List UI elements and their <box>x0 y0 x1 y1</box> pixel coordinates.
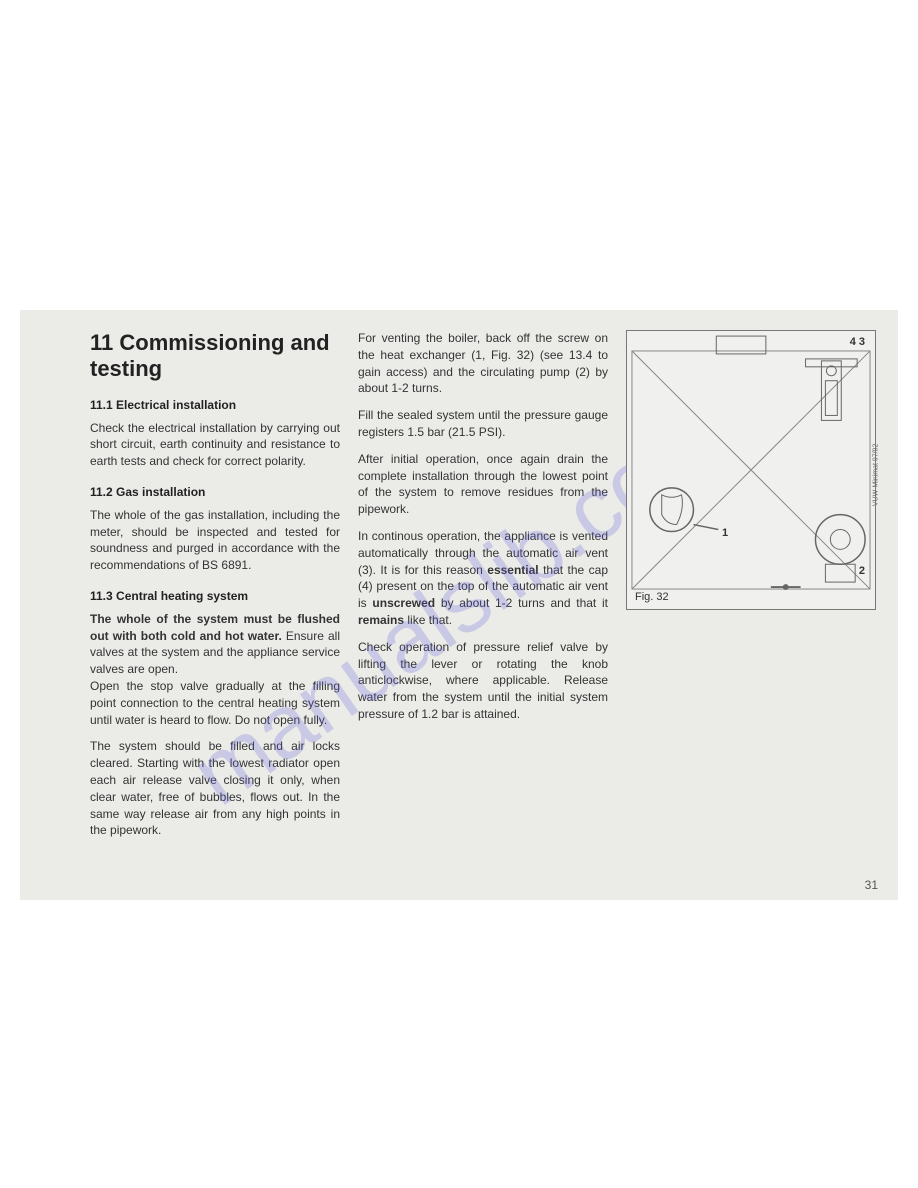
boiler-diagram-icon <box>627 331 875 609</box>
figure-label-1: 1 <box>722 526 728 541</box>
bold-text: unscrewed <box>372 596 435 610</box>
column-3: 4 3 1 2 Fig. 32 VUW-Minimat 97/92 <box>626 330 876 849</box>
section-heading-electrical: 11.1 Electrical installation <box>90 397 340 414</box>
document-page: manualslib.com 11 Commissioning and test… <box>20 310 898 900</box>
figure-label-2: 2 <box>859 564 865 579</box>
column-1: 11 Commissioning and testing 11.1 Electr… <box>90 330 340 849</box>
paragraph: After initial operation, once again drai… <box>358 451 608 518</box>
paragraph: Open the stop valve gradually at the fil… <box>90 678 340 728</box>
bold-text: essential <box>487 563 538 577</box>
page-number: 31 <box>865 878 878 892</box>
section-heading-gas: 11.2 Gas installation <box>90 484 340 501</box>
paragraph: The system should be filled and air lock… <box>90 738 340 839</box>
paragraph: For venting the boiler, back off the scr… <box>358 330 608 397</box>
content-columns: 11 Commissioning and testing 11.1 Electr… <box>90 330 883 849</box>
figure-32: 4 3 1 2 Fig. 32 VUW-Minimat 97/92 <box>626 330 876 610</box>
paragraph: Fill the sealed system until the pressur… <box>358 407 608 441</box>
paragraph: Check operation of pressure relief valve… <box>358 639 608 723</box>
figure-label-4-3: 4 3 <box>850 335 865 350</box>
bold-text: remains <box>358 613 404 627</box>
paragraph: Check the electrical installation by car… <box>90 420 340 470</box>
figure-caption: Fig. 32 <box>635 590 669 605</box>
text: like that. <box>404 613 452 627</box>
paragraph: The whole of the system must be flushed … <box>90 611 340 678</box>
column-2: For venting the boiler, back off the scr… <box>358 330 608 849</box>
main-heading: 11 Commissioning and testing <box>90 330 340 383</box>
paragraph: In continous operation, the appliance is… <box>358 528 608 629</box>
figure-side-text: VUW-Minimat 97/92 <box>872 444 882 507</box>
paragraph: The whole of the gas installation, inclu… <box>90 507 340 574</box>
section-heading-heating: 11.3 Central heating system <box>90 588 340 605</box>
text: by about 1-2 turns and that it <box>435 596 608 610</box>
